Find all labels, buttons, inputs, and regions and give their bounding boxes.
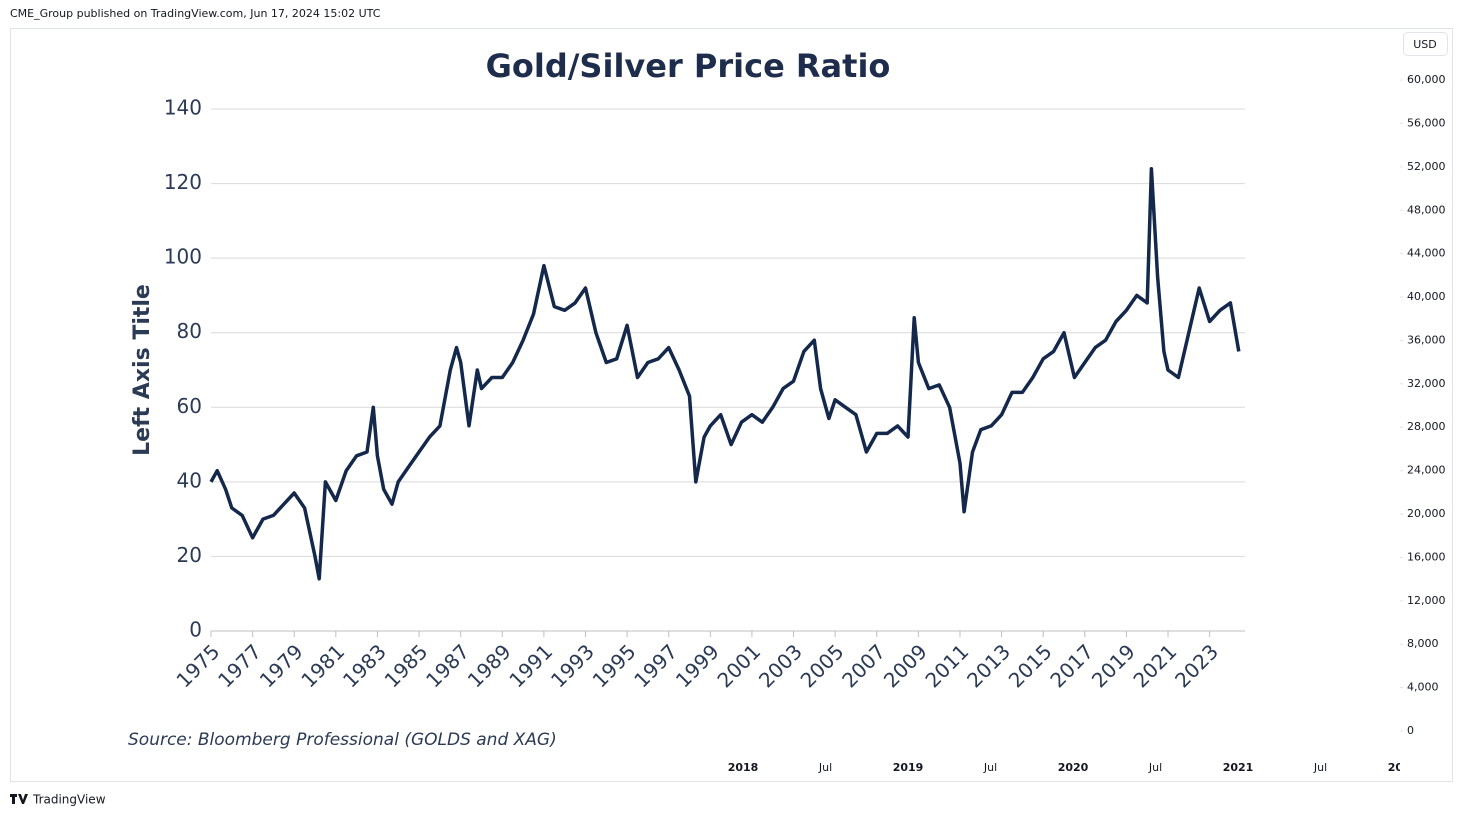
x-tick-label: 1987 — [421, 639, 474, 692]
price-tick-label: 40,000 — [1407, 290, 1446, 303]
price-tick-label: 56,000 — [1407, 116, 1446, 129]
y-tick-label: 100 — [164, 245, 202, 269]
price-tick-label: 32,000 — [1407, 377, 1446, 390]
frame — [10, 28, 1453, 782]
price-tick-label: 20,000 — [1407, 507, 1446, 520]
y-tick-label: 60 — [177, 394, 202, 418]
x-tick-label: 1981 — [296, 639, 349, 692]
time-label: Jul — [1313, 761, 1327, 774]
x-tick-label: 2017 — [1045, 639, 1098, 692]
publish-header: CME_Group published on TradingView.com, … — [10, 7, 381, 20]
source: Source: Bloomberg Professional (GOLDS an… — [128, 730, 557, 750]
x-tick-label: 2023 — [1170, 639, 1223, 692]
x-tick-label: 2007 — [837, 639, 890, 692]
y-tick-label: 0 — [189, 618, 202, 642]
x-tick-label: 2011 — [920, 639, 973, 692]
x-tick-label: 2003 — [754, 639, 807, 692]
x-tick-label: 1997 — [629, 639, 682, 692]
x-tick-label: 2019 — [1087, 639, 1140, 692]
x-tick-label: 1991 — [504, 639, 557, 692]
y-tick-label: 120 — [164, 170, 202, 194]
x-tick-label: 1985 — [380, 639, 433, 692]
x-tick-label: 2021 — [1128, 639, 1181, 692]
y-tick-label: 20 — [177, 543, 202, 567]
x-tick-label: 1989 — [463, 639, 516, 692]
x-tick-label: 1977 — [213, 639, 266, 692]
time-label: Jul — [983, 761, 997, 774]
y-tick-label: 80 — [177, 319, 202, 343]
chart-title: Gold/Silver Price Ratio — [486, 47, 891, 85]
currency: USD — [1413, 38, 1437, 51]
y-axis-title: Left Axis Title — [130, 284, 155, 456]
x-tick-label: 2001 — [712, 639, 765, 692]
time-label: 2021 — [1223, 761, 1254, 774]
x-tick-label: 2015 — [1004, 639, 1057, 692]
logo — [10, 794, 28, 804]
x-tick-label: 2009 — [879, 639, 932, 692]
x-tick-label: 1975 — [171, 639, 224, 692]
time-label: 2022 — [1388, 761, 1419, 774]
x-tick-label: 2005 — [796, 639, 849, 692]
price-tick-label: 44,000 — [1407, 247, 1446, 260]
price-tick-label: 28,000 — [1407, 420, 1446, 433]
time-label: 2018 — [728, 761, 759, 774]
footer-brand: TradingView — [32, 793, 106, 807]
x-tick-label: 1979 — [255, 639, 308, 692]
y-tick-label: 140 — [164, 96, 202, 120]
time-label: 2019 — [893, 761, 924, 774]
y-tick-label: 40 — [177, 468, 202, 492]
price-tick-label: 48,000 — [1407, 203, 1446, 216]
time-label: Jul — [1148, 761, 1162, 774]
price-tick-label: 12,000 — [1407, 594, 1446, 607]
x-tick-label: 1999 — [671, 639, 724, 692]
time-label: 2020 — [1058, 761, 1089, 774]
currency-button[interactable] — [1403, 32, 1448, 56]
price-tick-label: 16,000 — [1407, 550, 1446, 563]
time-label: Jul — [818, 761, 832, 774]
price-tick-label: 52,000 — [1407, 160, 1446, 173]
price-tick-label: 4,000 — [1407, 681, 1439, 694]
x-tick-label: 1995 — [588, 639, 641, 692]
x-tick-label: 2013 — [962, 639, 1015, 692]
price-tick-label: 0 — [1407, 724, 1414, 737]
price-tick-label: 36,000 — [1407, 333, 1446, 346]
x-tick-label: 1993 — [546, 639, 599, 692]
ratio-line — [209, 166, 1241, 581]
price-tick-label: 60,000 — [1407, 73, 1446, 86]
price-tick-label: 24,000 — [1407, 464, 1446, 477]
x-tick-label: 1983 — [338, 639, 391, 692]
price-tick-label: 8,000 — [1407, 637, 1439, 650]
